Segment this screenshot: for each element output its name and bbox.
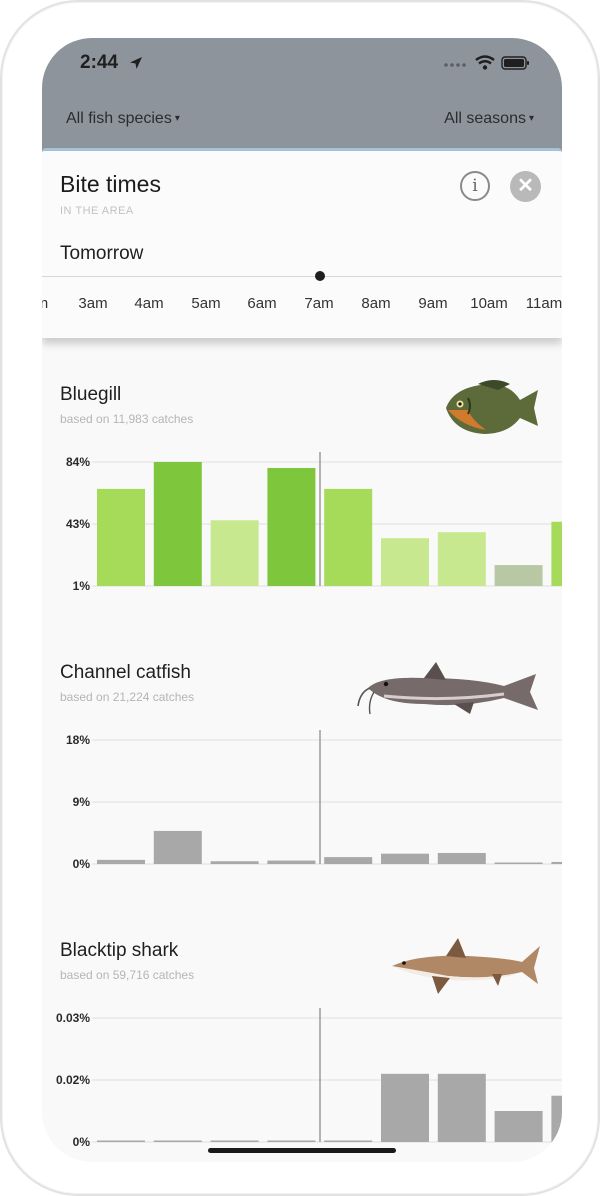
- chart-bar: [324, 1140, 373, 1142]
- battery-icon: [501, 56, 529, 70]
- home-indicator[interactable]: [208, 1148, 396, 1153]
- chart-bar: [97, 488, 145, 586]
- catfish-icon: [357, 662, 538, 715]
- sheet-title: Bite times: [60, 171, 161, 197]
- bite-chart-bluegill: 84% 43% 1%: [66, 452, 562, 593]
- hour-label[interactable]: 4am: [134, 295, 164, 312]
- info-button[interactable]: i: [460, 171, 490, 201]
- chevron-down-icon: ▾: [528, 113, 534, 124]
- chart-bar: [324, 488, 373, 586]
- y-tick-label: 0%: [73, 1135, 91, 1149]
- chart-bar: [97, 859, 145, 864]
- location-arrow-icon: [130, 57, 142, 69]
- chart-bar: [210, 520, 259, 586]
- hour-label[interactable]: 7am: [304, 295, 334, 312]
- bite-chart-blacktip-shark: 0.03% 0.02% 0%: [56, 1008, 562, 1149]
- catch-count: based on 21,224 catches: [60, 690, 195, 704]
- seasons-filter-dropdown[interactable]: All seasons ▾: [444, 110, 534, 128]
- hour-label[interactable]: 11am: [525, 295, 562, 312]
- chart-bar: [437, 532, 486, 586]
- status-icons: [444, 55, 529, 70]
- chevron-down-icon: ▾: [174, 113, 180, 124]
- bite-times-sheet: Bite times IN THE AREA i ✕ Tomorrow n 3a…: [42, 148, 562, 338]
- chart-bar: [153, 830, 202, 864]
- y-tick-label: 0.02%: [56, 1073, 90, 1087]
- hour-label[interactable]: 5am: [191, 295, 221, 312]
- chart-bar: [494, 862, 543, 864]
- y-tick-label: 84%: [66, 455, 90, 469]
- y-tick-label: 9%: [73, 795, 91, 809]
- timeline-track[interactable]: [42, 276, 562, 277]
- status-time: 2:44: [80, 52, 119, 73]
- chart-bar: [97, 1140, 145, 1142]
- chart-bar: [153, 1140, 202, 1142]
- species-name: Bluegill: [60, 384, 122, 405]
- species-filter-dropdown[interactable]: All fish species ▾: [66, 110, 180, 128]
- hour-label[interactable]: 9am: [418, 295, 448, 312]
- catch-count: based on 11,983 catches: [60, 412, 194, 426]
- hour-label[interactable]: 10am: [470, 295, 508, 312]
- hour-label[interactable]: 8am: [361, 295, 391, 312]
- chart-bar: [381, 1073, 429, 1142]
- y-tick-label: 0.03%: [56, 1011, 90, 1025]
- chart-bar: [210, 1140, 259, 1142]
- chart-bar: [494, 565, 543, 586]
- hour-labels: n 3am 4am 5am 6am 7am 8am 9am 10am 11am: [42, 295, 562, 319]
- day-label: Tomorrow: [60, 243, 144, 264]
- chart-bar: [437, 852, 486, 864]
- sheet-subtitle: IN THE AREA: [60, 205, 134, 217]
- shark-icon: [392, 938, 540, 994]
- chart-bar: [210, 861, 259, 864]
- chart-bar: [267, 467, 316, 586]
- chart-bar: [267, 860, 316, 864]
- y-tick-label: 0%: [73, 857, 91, 871]
- species-name: Channel catfish: [60, 662, 191, 683]
- signal-dots-icon: [444, 63, 466, 67]
- hour-label[interactable]: n: [42, 295, 49, 312]
- y-tick-label: 1%: [73, 579, 91, 593]
- close-button[interactable]: ✕: [510, 171, 541, 202]
- wifi-icon: [475, 55, 495, 70]
- chart-bar: [551, 521, 562, 586]
- seasons-filter-label: All seasons: [444, 110, 526, 127]
- y-tick-label: 43%: [66, 517, 90, 531]
- y-tick-label: 18%: [66, 733, 90, 747]
- timeline-handle[interactable]: [315, 271, 325, 281]
- hour-label[interactable]: 3am: [78, 295, 108, 312]
- chart-bar: [551, 861, 562, 864]
- chart-bar: [381, 538, 429, 586]
- species-filter-label: All fish species: [66, 110, 172, 127]
- top-bar: 2:44: [42, 38, 562, 152]
- chart-bar: [551, 1095, 562, 1142]
- catch-count: based on 59,716 catches: [60, 968, 195, 982]
- app-screen: 2:44: [42, 38, 562, 1162]
- chart-bar: [494, 1111, 543, 1142]
- chart-bar: [267, 1140, 316, 1142]
- chart-bar: [153, 462, 202, 586]
- chart-bar: [381, 853, 429, 864]
- chart-bar: [437, 1073, 486, 1142]
- species-name: Blacktip shark: [60, 940, 179, 961]
- bluegill-icon: [446, 380, 538, 434]
- bite-chart-channel-catfish: 18% 9% 0%: [66, 730, 562, 871]
- chart-bar: [324, 857, 373, 864]
- hour-label[interactable]: 6am: [247, 295, 277, 312]
